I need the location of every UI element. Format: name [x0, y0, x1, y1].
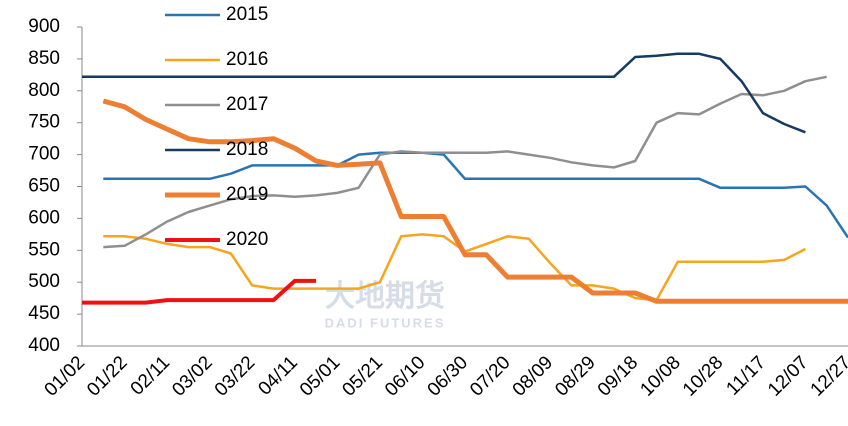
y-tick-label: 900 — [28, 16, 60, 37]
series-line — [103, 75, 827, 249]
legend-label: 2017 — [226, 94, 268, 115]
x-tick-label: 01/02 — [41, 352, 89, 400]
y-tick-label: 400 — [28, 335, 60, 356]
x-tick-label: 08/29 — [551, 352, 599, 400]
x-tick-label: 03/02 — [168, 352, 216, 400]
x-tick-label: 01/22 — [83, 352, 131, 400]
y-tick-label: 600 — [28, 207, 60, 228]
legend-label: 2018 — [226, 139, 268, 160]
x-tick-label: 05/21 — [339, 352, 387, 400]
y-tick-label: 650 — [28, 176, 60, 197]
x-tick-label: 06/30 — [424, 352, 472, 400]
watermark-cn: 大地期货 — [325, 279, 445, 313]
x-tick-label: 08/09 — [509, 352, 557, 400]
x-tick-label: 09/18 — [594, 352, 642, 400]
y-tick-label: 450 — [28, 303, 60, 324]
series-line — [103, 151, 848, 239]
x-tick-label: 12/27 — [807, 352, 848, 400]
x-tick-label: 11/17 — [722, 352, 769, 399]
x-tick-label: 05/01 — [296, 352, 344, 400]
y-tick-label: 800 — [28, 80, 60, 101]
watermark-en: DADI FUTURES — [325, 315, 446, 330]
y-tick-label: 850 — [28, 48, 60, 69]
y-tick-label: 500 — [28, 271, 60, 292]
series-line — [103, 233, 806, 302]
x-tick-label: 10/08 — [636, 352, 684, 400]
series-line — [102, 98, 848, 304]
x-tick-label: 04/11 — [254, 352, 301, 399]
legend-label: 2016 — [226, 49, 268, 70]
x-tick-label: 10/28 — [679, 352, 727, 400]
x-tick-label: 12/07 — [764, 352, 812, 400]
y-tick-label: 700 — [28, 144, 60, 165]
legend-label: 2015 — [226, 4, 268, 25]
legend-label: 2020 — [226, 229, 268, 250]
y-tick-label: 750 — [28, 112, 60, 133]
x-tick-label: 07/20 — [466, 352, 514, 400]
y-tick-label: 550 — [28, 239, 60, 260]
legend-label: 2019 — [226, 184, 268, 205]
series-line — [82, 52, 806, 134]
x-tick-label: 06/10 — [381, 352, 429, 400]
x-tick-label: 03/22 — [211, 352, 259, 400]
x-tick-label: 02/11 — [127, 352, 174, 399]
series-line — [82, 278, 317, 305]
